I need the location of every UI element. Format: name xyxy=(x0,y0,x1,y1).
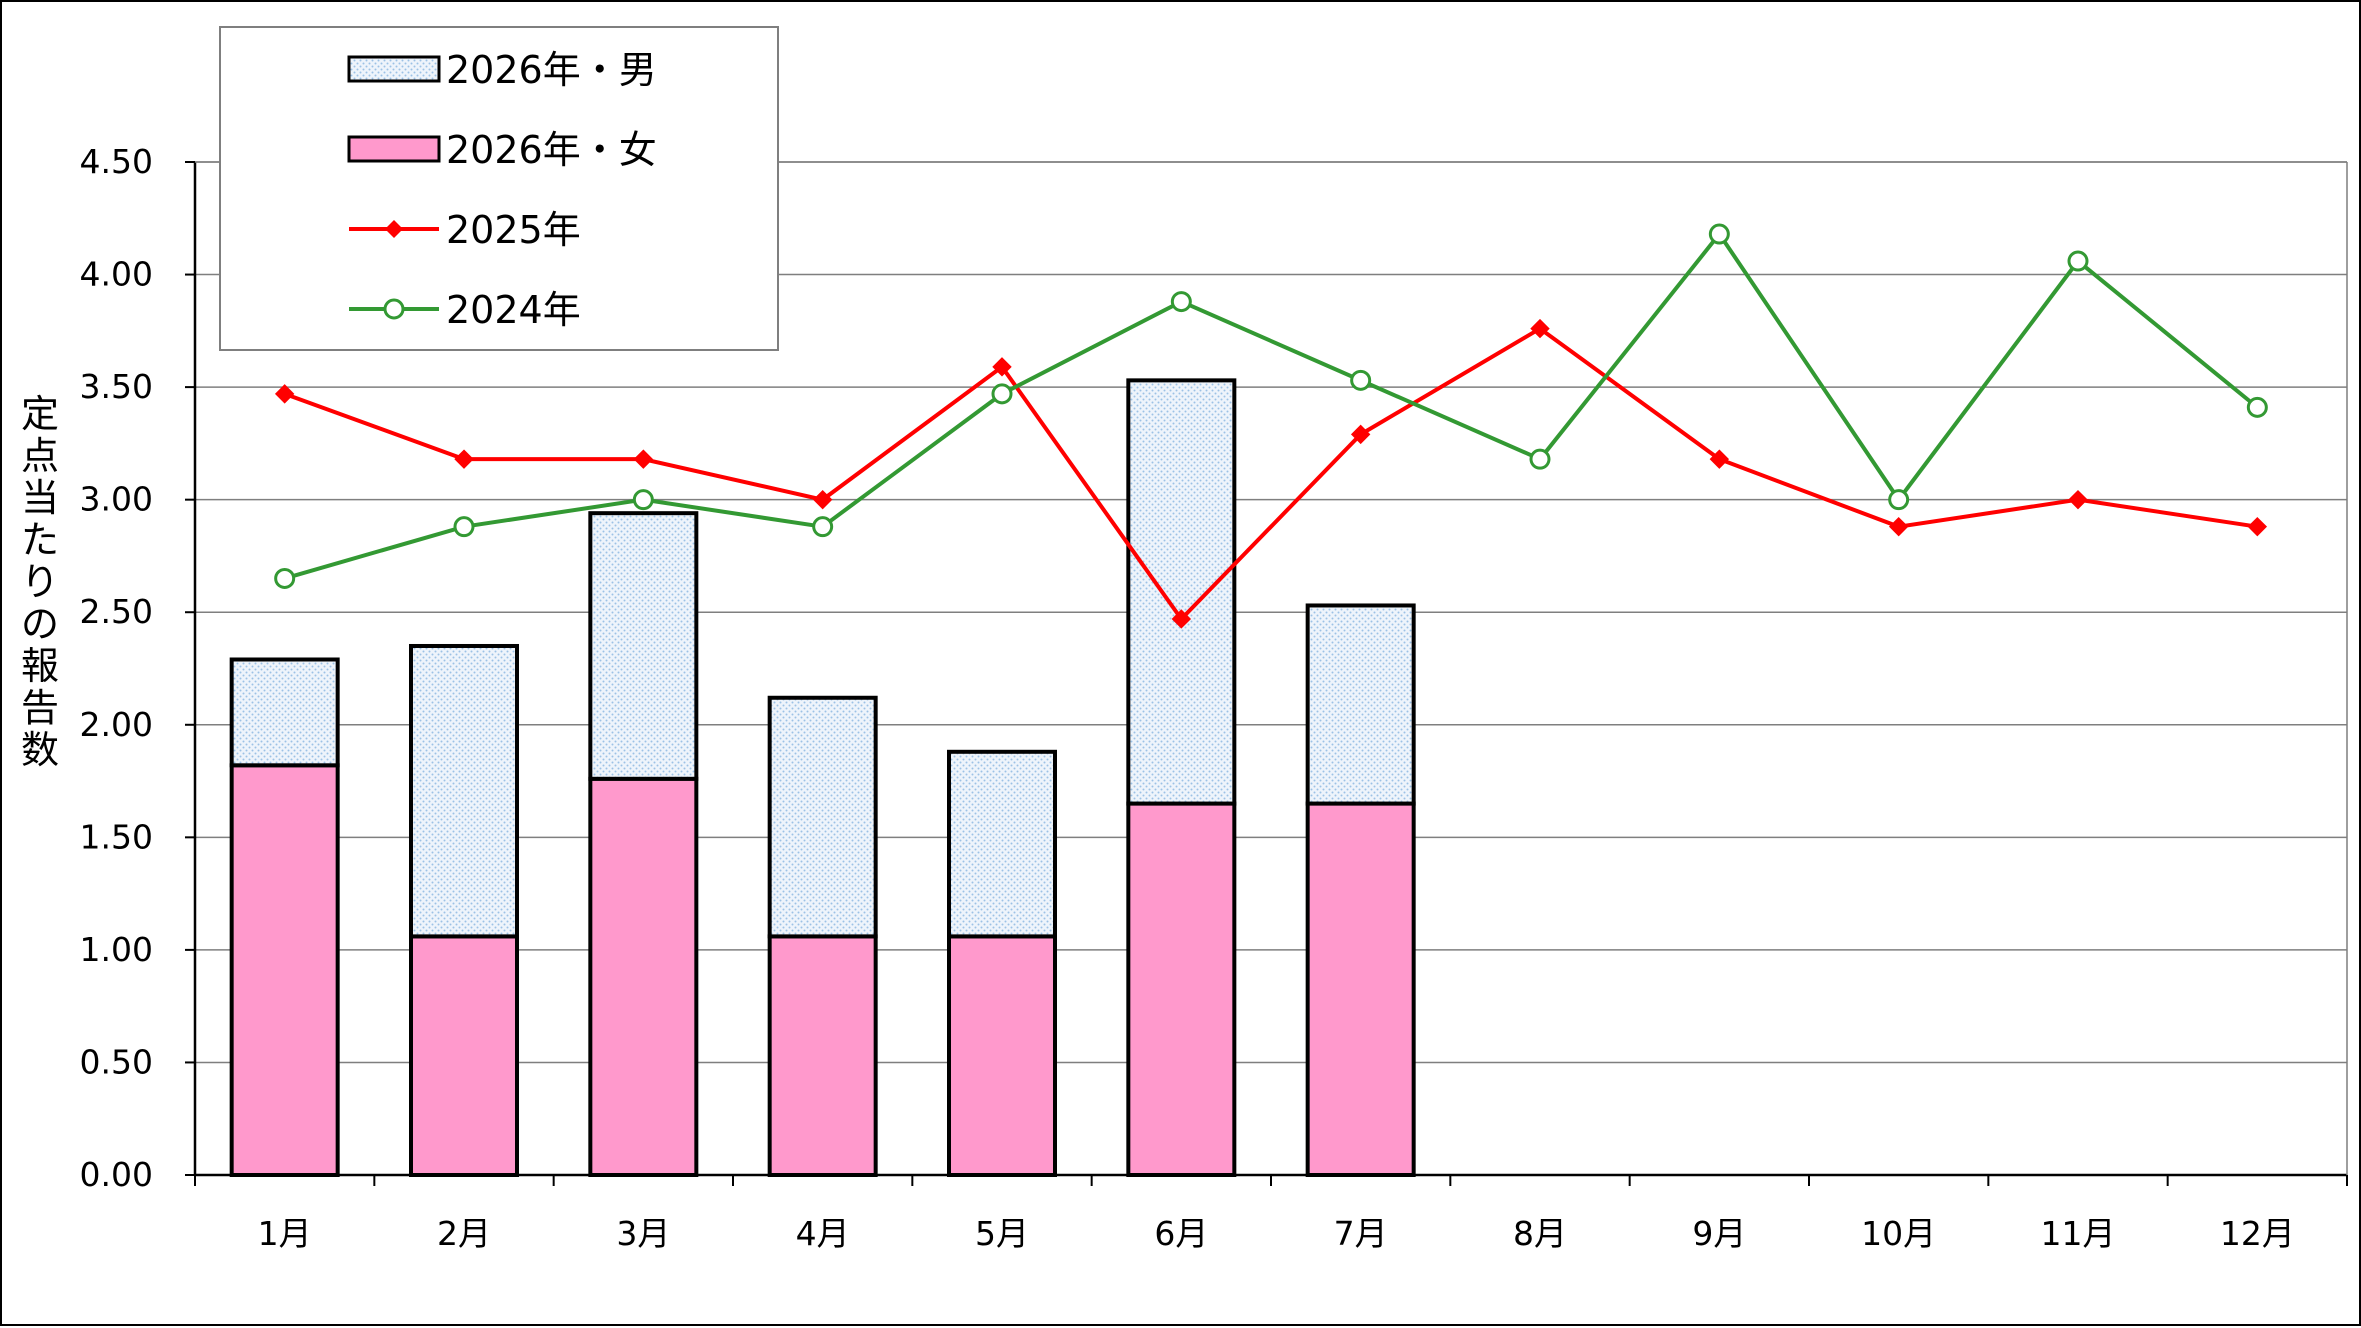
legend-swatch xyxy=(347,55,441,83)
bar-2026-female xyxy=(588,776,699,1177)
y-tick-label: 3.00 xyxy=(80,480,153,519)
legend-box xyxy=(219,26,779,351)
x-tick-label: 1月 xyxy=(258,1214,312,1253)
marker-2024 xyxy=(991,383,1013,405)
marker-2025 xyxy=(1709,449,1730,469)
bar-2026-female xyxy=(767,934,878,1177)
bar-2026-male xyxy=(588,511,699,781)
marker-2025 xyxy=(1530,318,1550,339)
y-tick-label: 0.50 xyxy=(80,1042,153,1081)
y-tick-label: 3.50 xyxy=(80,367,153,406)
legend-label: 2026年・男 xyxy=(446,48,657,92)
x-tick-label: 9月 xyxy=(1692,1214,1746,1253)
legend: 2026年・男 2026年・女 2025年 2024年 xyxy=(219,26,779,351)
legend-swatch xyxy=(347,135,441,163)
marker-2024 xyxy=(1529,448,1551,470)
y-axis-title-char: り xyxy=(21,560,59,604)
y-axis-title-char: の xyxy=(21,602,59,646)
x-tick-label: 2月 xyxy=(437,1214,491,1253)
legend-label: 2025年 xyxy=(446,208,581,252)
bar-2026-female xyxy=(1305,801,1416,1177)
bar-2026-male xyxy=(1305,603,1416,806)
marker-2025 xyxy=(633,449,654,469)
marker-2025 xyxy=(1171,609,1192,629)
x-tick-label: 12月 xyxy=(2220,1214,2295,1253)
marker-2024 xyxy=(2246,396,2268,418)
legend-marker xyxy=(383,298,405,320)
marker-2024 xyxy=(1170,291,1192,313)
bar-2026-female xyxy=(1126,801,1237,1177)
marker-2025 xyxy=(2068,489,2088,510)
marker-2025 xyxy=(2247,516,2268,537)
x-tick-label: 6月 xyxy=(1154,1214,1208,1253)
y-tick-label: 0.00 xyxy=(80,1155,153,1194)
y-axis-title: 定点当たりの報告数 xyxy=(21,392,59,772)
bar-2026-male xyxy=(947,749,1057,939)
y-tick-label: 1.50 xyxy=(80,817,153,856)
x-axis-ticks: 1月 2月 3月 4月 5月 6月 7月 8月 9月 10月 11月 12月 xyxy=(194,1175,2348,1253)
x-tick-label: 3月 xyxy=(616,1214,670,1253)
bar-2026-male xyxy=(1126,378,1237,806)
y-tick-label: 4.50 xyxy=(80,142,153,181)
marker-2025 xyxy=(992,357,1012,377)
legend-marker xyxy=(385,220,403,238)
y-axis-title-char: 数 xyxy=(21,728,59,772)
y-axis-title-char: 定 xyxy=(21,392,59,436)
x-tick-label: 8月 xyxy=(1513,1214,1567,1253)
y-axis-title-char: 点 xyxy=(21,434,59,478)
line-2024 xyxy=(284,230,2259,581)
y-axis-title-char: 報 xyxy=(21,644,59,688)
x-tick-label: 7月 xyxy=(1334,1214,1388,1253)
marker-2024 xyxy=(1888,489,1910,511)
y-axis-title-char: 当 xyxy=(21,476,59,520)
bar-2026-female xyxy=(947,934,1057,1177)
bar-layer xyxy=(229,378,1416,1177)
marker-2024 xyxy=(2067,250,2089,272)
x-tick-label: 4月 xyxy=(796,1214,850,1253)
y-axis-ticks: 0.00 0.50 1.00 1.50 2.00 2.50 3.00 3.50 4.00 4.50 xyxy=(80,142,153,1194)
y-tick-label: 2.00 xyxy=(80,705,153,744)
x-tick-label: 11月 xyxy=(2041,1214,2116,1253)
bar-2026-female xyxy=(229,763,340,1177)
y-tick-label: 1.00 xyxy=(80,930,153,969)
marker-2024 xyxy=(1708,223,1730,245)
y-axis-title-char: 告 xyxy=(21,686,59,730)
legend-label: 2026年・女 xyxy=(446,128,657,172)
y-axis-title-char: た xyxy=(21,518,59,562)
marker-2025 xyxy=(454,449,474,469)
x-tick-label: 5月 xyxy=(975,1214,1029,1253)
marker-2024 xyxy=(632,489,654,511)
bar-2026-male xyxy=(767,695,878,939)
y-tick-label: 2.50 xyxy=(80,592,153,631)
marker-2024 xyxy=(274,567,296,589)
y-tick-label: 4.00 xyxy=(80,255,153,294)
marker-2025 xyxy=(812,489,833,510)
x-tick-label: 10月 xyxy=(1861,1214,1936,1253)
marker-2025 xyxy=(1350,424,1371,445)
marker-2025 xyxy=(1888,516,1909,537)
bar-2026-female xyxy=(409,934,519,1177)
bar-2026-male xyxy=(229,657,340,768)
y-axis-label: 定点当たりの報告数 xyxy=(21,392,59,772)
marker-2024 xyxy=(453,516,475,538)
line-2025 xyxy=(283,326,2258,623)
marker-2025 xyxy=(274,384,295,404)
bar-2026-male xyxy=(409,643,519,939)
marker-2024 xyxy=(1350,369,1372,391)
marker-2024 xyxy=(812,516,834,538)
legend-label: 2024年 xyxy=(446,288,581,332)
line-layer xyxy=(274,223,2268,629)
